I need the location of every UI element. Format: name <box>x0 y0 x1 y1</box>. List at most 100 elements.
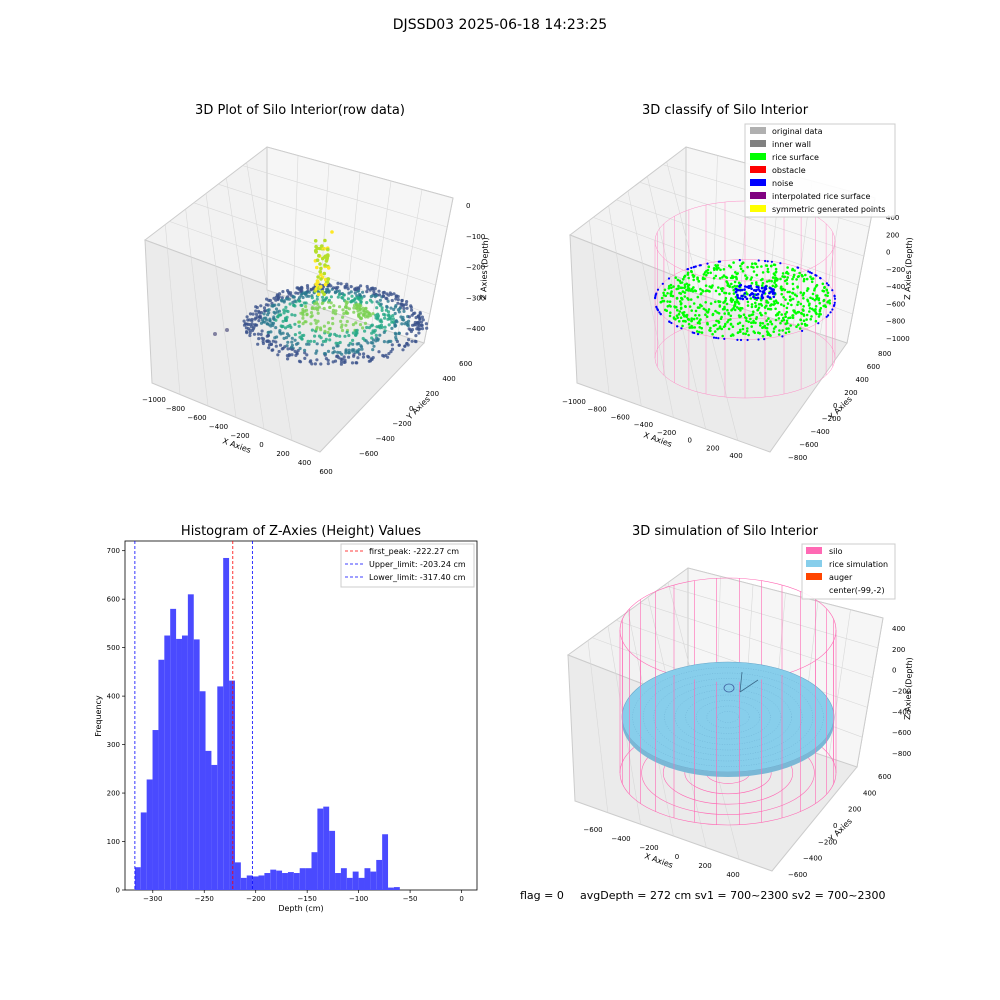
raw-point <box>335 344 339 348</box>
classify-rice-point <box>676 308 679 312</box>
classify-rice-point <box>681 311 684 315</box>
grid-line <box>165 224 181 395</box>
classify-rice-point <box>722 268 726 271</box>
grid-line <box>666 161 739 441</box>
classify-noise-point <box>833 297 837 300</box>
raw-point <box>420 323 424 327</box>
raw-point <box>396 294 400 299</box>
classify-rice-point <box>725 276 729 280</box>
raw-point <box>351 331 355 335</box>
classify-rice-point <box>823 304 827 307</box>
classify-rice-point <box>799 291 803 294</box>
raw-point <box>338 305 342 309</box>
classify-rice-point <box>774 267 778 271</box>
classify-noise-point <box>814 274 817 277</box>
raw-peak-point <box>317 253 321 258</box>
raw-point <box>259 332 263 336</box>
figure-title: DJSSD03 2025-06-18 14:23:25 <box>392 17 608 33</box>
raw-peak-point <box>326 253 330 258</box>
raw-point <box>386 340 390 344</box>
classify-rice-point <box>666 292 669 295</box>
raw-point <box>259 321 264 325</box>
classify-rice-point <box>761 326 765 329</box>
classify-rice-point <box>701 290 705 293</box>
grid-line <box>242 165 448 228</box>
raw-point <box>254 305 258 309</box>
classify-rice-point <box>690 269 693 273</box>
raw-point <box>315 297 319 301</box>
classify-legend-swatch <box>750 127 766 134</box>
raw-point <box>288 302 292 306</box>
raw-point <box>301 316 305 320</box>
classify-rice-point <box>746 292 749 296</box>
classify-rice-point <box>778 310 781 314</box>
classify-rice-point <box>706 311 710 314</box>
classify-rice-point <box>766 267 770 271</box>
histogram-bar <box>170 608 177 890</box>
classify-rice-point <box>694 309 698 313</box>
classify-rice-point <box>773 274 777 277</box>
raw-x-tick: 0 <box>259 441 263 449</box>
raw-point <box>411 312 416 316</box>
classify-noise-point <box>718 260 722 263</box>
classify-noise-point <box>738 259 741 262</box>
classify-z-tick: −1000 <box>886 335 910 343</box>
raw-point <box>352 310 356 314</box>
classify-rice-point <box>765 319 768 323</box>
raw-point <box>310 328 314 332</box>
classify-rice-point <box>817 315 821 318</box>
raw-point <box>394 319 398 323</box>
histogram-xtick-label: −150 <box>298 895 317 903</box>
raw-point <box>309 359 313 363</box>
raw-peak-point <box>320 256 325 261</box>
raw-point <box>342 312 346 316</box>
classify-rice-point <box>714 300 717 304</box>
histogram-ytick-label: 700 <box>107 547 120 555</box>
raw-point <box>294 353 298 357</box>
classify-y-tick: 200 <box>844 389 857 397</box>
grid-line <box>663 585 878 649</box>
raw-z-tick: −400 <box>466 325 485 333</box>
raw-point <box>353 291 357 295</box>
classify-rice-point <box>802 309 805 312</box>
classify-rice-point <box>732 275 735 279</box>
raw-point <box>297 324 301 328</box>
raw-point <box>251 327 255 331</box>
raw-point <box>378 333 382 337</box>
classify-rice-point <box>734 271 737 274</box>
classify-z-tick: −400 <box>886 283 905 291</box>
classify-rice-point <box>791 314 794 317</box>
classify-rice-point <box>733 308 737 312</box>
raw-point <box>357 348 361 352</box>
raw-x-tick: 600 <box>319 468 332 476</box>
classify-rice-point <box>766 270 769 273</box>
classify-noise-point <box>747 286 751 290</box>
raw-point <box>286 309 290 314</box>
raw-point <box>307 290 311 294</box>
raw-point <box>272 296 276 300</box>
raw-point <box>301 291 305 295</box>
classify-rice-point <box>680 297 684 300</box>
classify-noise-point <box>736 338 739 341</box>
classify-rice-point <box>790 303 793 307</box>
histogram-bar <box>317 808 324 890</box>
raw-point <box>373 328 377 333</box>
raw-point <box>382 330 386 334</box>
classify-rice-point <box>816 294 819 298</box>
classify-rice-point <box>817 298 821 302</box>
raw-point <box>365 301 369 305</box>
classify-rice-point <box>821 282 825 286</box>
classify-rice-point <box>695 330 699 333</box>
raw-peak-point <box>315 279 320 283</box>
classify-rice-point <box>742 332 745 335</box>
raw-point <box>364 315 368 319</box>
simulation-legend-label: silo <box>829 547 843 556</box>
raw-point <box>410 339 414 343</box>
classify-rice-point <box>764 326 767 330</box>
raw-point <box>326 330 330 335</box>
raw-point <box>298 346 302 351</box>
classify-rice-point <box>704 284 708 288</box>
raw-point <box>248 333 252 338</box>
classify-rice-point <box>686 271 690 275</box>
classify-rice-point <box>686 286 690 290</box>
